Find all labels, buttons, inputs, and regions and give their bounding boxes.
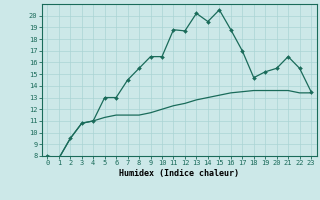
X-axis label: Humidex (Indice chaleur): Humidex (Indice chaleur) [119, 169, 239, 178]
